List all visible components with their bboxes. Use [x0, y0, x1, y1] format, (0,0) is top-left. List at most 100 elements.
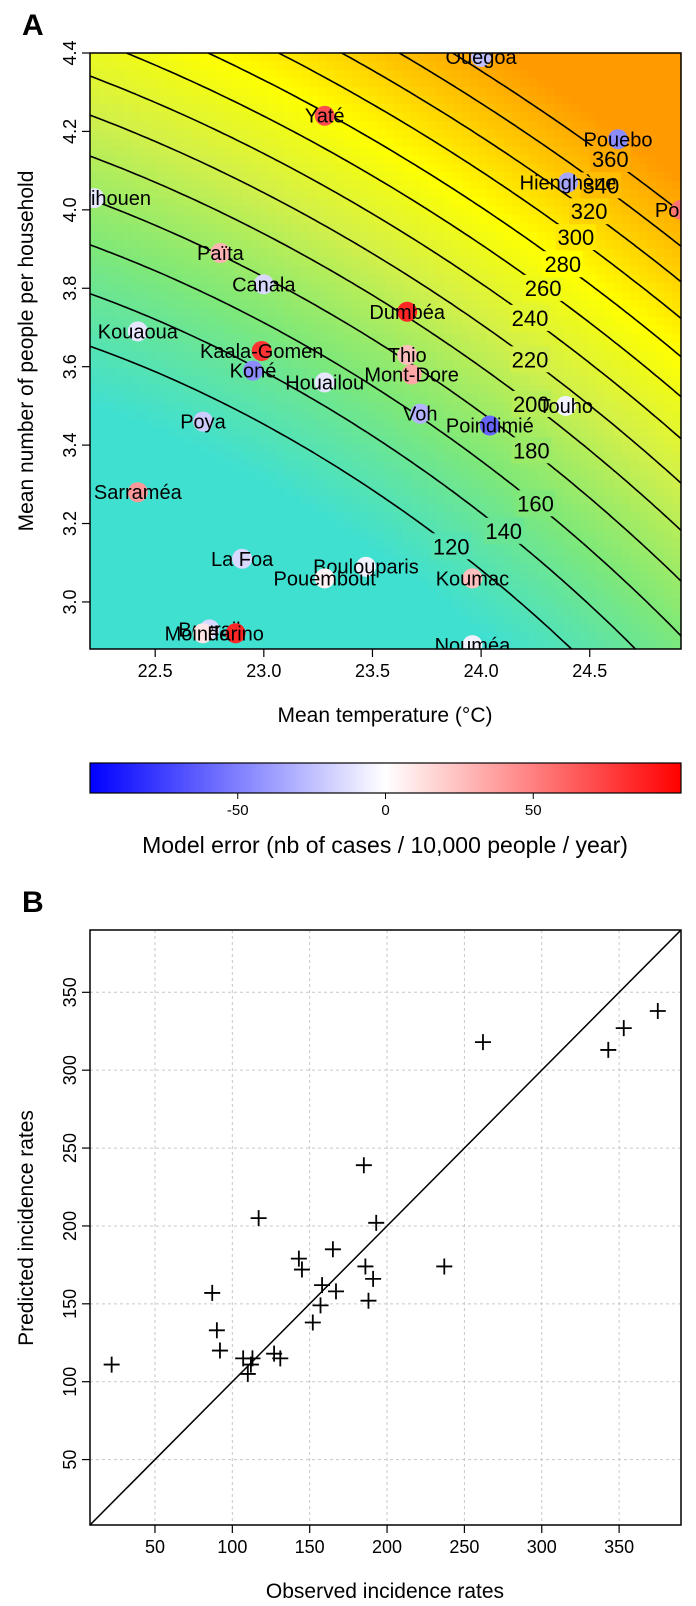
y-tick-label: 300 — [60, 1055, 80, 1085]
commune-label: Dumbéa — [369, 302, 445, 324]
commune-point — [555, 395, 576, 416]
scatter-point — [239, 1365, 256, 1382]
contour-label-200: 200 — [513, 392, 550, 417]
y-tick-label: 3.0 — [60, 589, 80, 614]
commune-point — [401, 364, 422, 385]
panel-b-ylabel: Predicted incidence rates — [15, 1110, 38, 1346]
scatter-point — [290, 1250, 307, 1267]
x-tick-label: 100 — [217, 1537, 247, 1557]
contour-label-bg-200 — [511, 391, 552, 417]
y-tick-label: 3.2 — [60, 511, 80, 536]
scatter-point — [365, 1270, 382, 1287]
colorbar-title: Model error (nb of cases / 10,000 people… — [142, 832, 628, 858]
commune-point — [232, 548, 253, 569]
commune-point — [410, 403, 431, 424]
panel-b-grid — [90, 930, 681, 1525]
x-tick-label: 350 — [604, 1537, 634, 1557]
commune-label: Voh — [403, 404, 437, 426]
contour-label-bg-340 — [580, 172, 621, 199]
commune-label: Pouebo — [584, 129, 653, 151]
commune-label: Kouaoua — [98, 321, 179, 343]
x-tick-label: 23.0 — [246, 661, 281, 681]
y-tick-label: 250 — [60, 1133, 80, 1163]
scatter-point — [600, 1041, 617, 1058]
colorbar-tick-label: -50 — [227, 802, 249, 819]
scatter-point — [357, 1258, 374, 1275]
panel-b: B 50 100 150 200 250 300 350 50 100 150 200 250 300 3… — [15, 886, 682, 1603]
commune-point — [251, 341, 272, 361]
commune-point — [253, 274, 274, 295]
commune-label: Poum — [655, 200, 696, 222]
scatter-point — [293, 1261, 310, 1278]
contour-label-140: 140 — [485, 519, 522, 544]
commune-label: Kaala-Gomen — [200, 341, 323, 363]
commune-label: Moindou — [165, 623, 242, 645]
commune-point — [558, 172, 578, 193]
commune-label: Farino — [207, 623, 264, 645]
panel-b-letter: B — [22, 886, 44, 919]
y-tick-label: 200 — [60, 1211, 80, 1241]
contour-label-360: 360 — [592, 147, 629, 172]
scatter-point — [211, 1342, 228, 1359]
contour-line-200 — [90, 155, 681, 531]
y-tick-label: 50 — [60, 1450, 80, 1470]
contour-line-220 — [90, 114, 681, 484]
x-tick-label: 22.5 — [138, 661, 173, 681]
commune-point — [193, 411, 213, 432]
scatter-point — [436, 1258, 453, 1275]
commune-label: Koné — [230, 361, 277, 383]
colorbar-ticks: -50 0 50 — [227, 793, 542, 819]
commune-point — [397, 344, 418, 365]
scatter-point — [204, 1284, 221, 1301]
commune-label: Mont-Dore — [364, 365, 458, 387]
y-tick-label: 4.0 — [60, 197, 80, 222]
scatter-point — [103, 1356, 120, 1373]
scatter-point — [649, 1002, 666, 1019]
commune-point — [314, 568, 335, 589]
commune-points: Ouegoa Yaté Pouebo Hienghène Poum Ponérihouen… — [38, 53, 696, 649]
commune-label: Païta — [197, 243, 245, 265]
scatter-points — [103, 1002, 666, 1382]
contour-label-bg-280 — [542, 251, 583, 278]
contour-line-240 — [90, 75, 681, 440]
y-tick-label: 350 — [60, 977, 80, 1007]
x-tick-label: 300 — [527, 1537, 557, 1557]
scatter-point — [314, 1277, 331, 1294]
contour-label-340: 340 — [583, 173, 620, 198]
panel-b-xlabel: Observed incidence rates — [266, 1580, 504, 1603]
contour-line-140 — [90, 292, 636, 649]
commune-label: Yaté — [305, 106, 345, 128]
panel-b-frame — [89, 929, 682, 1526]
commune-label: Poindimié — [446, 416, 534, 438]
commune-label: Canala — [232, 274, 296, 296]
commune-point — [210, 243, 231, 263]
commune-point — [471, 53, 492, 67]
contour-line-160 — [90, 244, 681, 637]
commune-label: Pouembout — [274, 568, 377, 590]
colorbar-ramp — [89, 762, 682, 794]
x-tick-label: 24.0 — [464, 661, 499, 681]
commune-point — [479, 415, 500, 436]
contour-label-bg-140 — [483, 517, 524, 544]
scatter-point — [272, 1350, 289, 1367]
colorbar-tick-label: 50 — [525, 802, 542, 819]
y-tick-label: 100 — [60, 1367, 80, 1397]
contour-label-120: 120 — [433, 534, 470, 559]
contour-label-bg-360 — [590, 146, 631, 172]
commune-label: Ponérihouen — [38, 188, 151, 210]
commune-point — [225, 623, 246, 644]
commune-point — [127, 482, 148, 503]
commune-label: Touho — [539, 396, 594, 418]
commune-point — [462, 568, 483, 589]
commune-label: Sarraméa — [94, 482, 183, 504]
scatter-point — [615, 1020, 632, 1037]
contour-label-240: 240 — [512, 306, 549, 331]
commune-label: Poya — [180, 412, 226, 434]
scatter-point — [244, 1350, 261, 1367]
y-tick-label: 4.4 — [60, 40, 80, 65]
colorbar-tick-label: 0 — [381, 802, 389, 819]
commune-point — [193, 623, 213, 644]
panel-a-letter: A — [22, 9, 44, 42]
panel-a-ylabel: Mean number of people per household — [15, 171, 38, 532]
